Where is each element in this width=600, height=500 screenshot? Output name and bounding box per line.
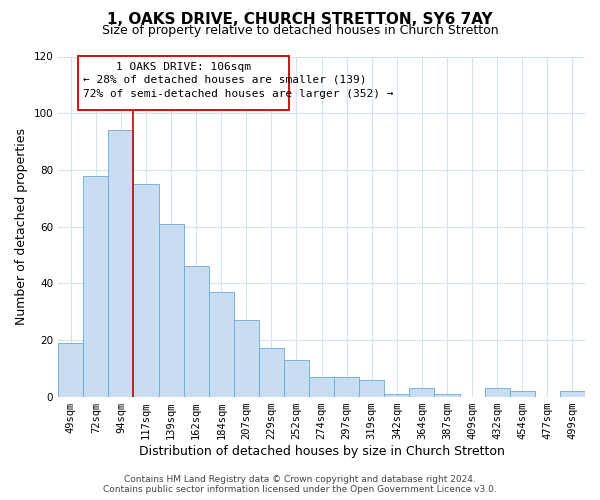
Text: 1 OAKS DRIVE: 106sqm: 1 OAKS DRIVE: 106sqm (116, 62, 251, 72)
Text: ← 28% of detached houses are smaller (139): ← 28% of detached houses are smaller (13… (83, 75, 367, 85)
Bar (510, 391, 535, 396)
Bar (334, 376, 359, 396)
Bar (359, 380, 385, 396)
Bar (109, 130, 133, 396)
Text: Contains HM Land Registry data © Crown copyright and database right 2024.
Contai: Contains HM Land Registry data © Crown c… (103, 474, 497, 494)
Bar (434, 394, 460, 396)
Bar (234, 320, 259, 396)
Bar (309, 376, 334, 396)
Bar (560, 391, 585, 396)
Bar (209, 292, 234, 397)
Bar (259, 348, 284, 397)
Text: 1, OAKS DRIVE, CHURCH STRETTON, SY6 7AY: 1, OAKS DRIVE, CHURCH STRETTON, SY6 7AY (107, 12, 493, 28)
Bar (409, 388, 434, 396)
Bar (485, 388, 510, 396)
Bar (158, 224, 184, 396)
Bar (284, 360, 309, 397)
Bar (78, 56, 289, 110)
Y-axis label: Number of detached properties: Number of detached properties (15, 128, 28, 325)
X-axis label: Distribution of detached houses by size in Church Stretton: Distribution of detached houses by size … (139, 444, 505, 458)
Text: 72% of semi-detached houses are larger (352) →: 72% of semi-detached houses are larger (… (83, 89, 394, 99)
Bar (83, 176, 109, 396)
Bar (58, 342, 83, 396)
Text: Size of property relative to detached houses in Church Stretton: Size of property relative to detached ho… (101, 24, 499, 37)
Bar (133, 184, 158, 396)
Bar (385, 394, 409, 396)
Bar (184, 266, 209, 396)
